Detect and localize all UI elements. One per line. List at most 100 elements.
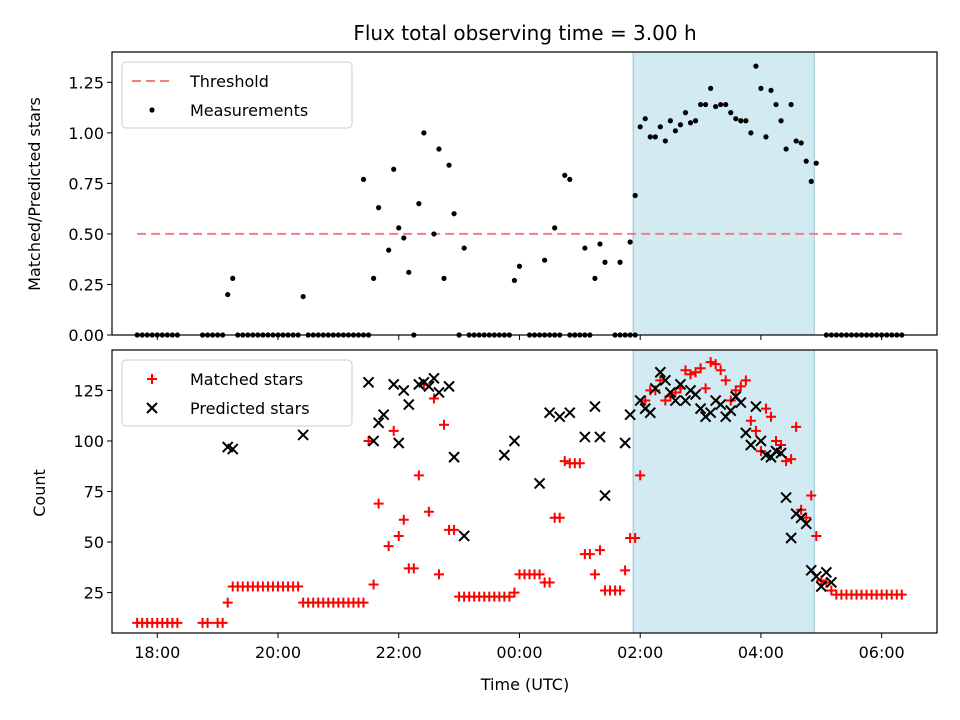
data-point	[624, 408, 636, 421]
data-point	[386, 247, 392, 253]
y-tick-label: 25	[84, 584, 104, 603]
data-point	[436, 146, 442, 152]
data-point	[780, 491, 792, 504]
data-point	[775, 447, 787, 459]
x-tick-label: 00:00	[496, 643, 542, 662]
legend-marker	[149, 107, 155, 113]
data-point	[509, 587, 520, 598]
data-point	[300, 293, 306, 300]
data-point	[740, 427, 752, 439]
y-tick-label: 1.25	[68, 73, 104, 92]
data-point	[446, 162, 452, 168]
data-point	[753, 63, 759, 69]
data-point	[826, 585, 837, 596]
data-point	[697, 101, 704, 108]
data-point	[695, 363, 706, 374]
legend-marker	[146, 402, 158, 414]
data-point	[813, 160, 819, 166]
data-point	[398, 514, 409, 525]
data-point	[615, 585, 626, 596]
data-point	[582, 245, 588, 251]
data-point	[642, 116, 648, 122]
data-point	[680, 365, 691, 376]
data-point	[293, 581, 304, 592]
data-point	[544, 577, 555, 588]
data-point	[689, 388, 702, 401]
y-tick-label: 0.75	[68, 174, 104, 193]
data-point	[428, 372, 440, 385]
data-point	[705, 357, 716, 368]
data-point	[372, 417, 385, 429]
data-point	[702, 101, 709, 108]
data-point	[692, 118, 699, 124]
data-point	[373, 498, 384, 509]
data-point	[592, 275, 598, 281]
data-point	[554, 410, 566, 423]
data-point	[552, 225, 558, 231]
axes-frame	[111, 51, 938, 336]
data-point	[748, 130, 754, 136]
data-point	[783, 146, 789, 152]
data-point	[433, 569, 444, 580]
data-point	[773, 101, 779, 108]
data-point	[640, 395, 651, 406]
y-tick-label: 50	[84, 533, 104, 552]
data-point	[433, 386, 445, 399]
data-point	[562, 172, 568, 178]
data-point	[634, 394, 646, 407]
data-point	[498, 449, 511, 461]
data-point	[755, 435, 767, 447]
data-point	[398, 384, 410, 397]
data-point	[694, 402, 707, 415]
data-point	[765, 411, 776, 422]
legend-box	[121, 61, 353, 129]
data-point	[542, 257, 548, 263]
x-tick-label: 06:00	[859, 643, 905, 662]
data-point	[669, 394, 682, 407]
data-point	[602, 259, 608, 265]
data-point	[617, 259, 623, 265]
data-point	[685, 369, 696, 380]
data-point	[815, 580, 828, 593]
data-point	[406, 269, 412, 275]
data-point	[776, 440, 787, 451]
data-point	[396, 225, 402, 231]
data-point	[730, 385, 741, 396]
data-point	[619, 437, 631, 449]
top-panel: 0.00 0.25 0.50 0.75 1.00 1.25 Threshold Measure…	[68, 51, 938, 345]
data-point	[393, 437, 405, 449]
data-point	[750, 425, 761, 436]
legend: Threshold Measurements	[121, 61, 353, 129]
data-point	[793, 138, 799, 144]
data-point	[564, 406, 576, 419]
x-tick-label: 02:00	[617, 643, 663, 662]
y-tick-label: 100	[73, 432, 104, 451]
data-point	[217, 617, 228, 628]
data-point	[740, 375, 751, 386]
data-point	[423, 506, 434, 517]
y-tick-label: 0.00	[68, 326, 104, 345]
data-point	[451, 211, 457, 217]
data-point	[690, 367, 701, 378]
data-point	[370, 275, 377, 281]
data-point	[368, 579, 379, 590]
data-point	[715, 365, 726, 376]
data-point	[589, 400, 601, 413]
series-matched-stars	[132, 357, 907, 628]
data-point	[554, 512, 565, 523]
data-point	[758, 85, 764, 91]
y-tick-label: 0.25	[68, 275, 104, 294]
data-point	[439, 419, 450, 430]
data-point	[360, 176, 367, 182]
data-point	[803, 158, 809, 164]
data-point	[778, 118, 784, 124]
data-point	[401, 235, 407, 241]
data-point	[589, 569, 600, 580]
data-point	[714, 398, 727, 411]
data-point	[594, 545, 605, 556]
data-point	[533, 477, 546, 490]
y-tick-label: 125	[73, 381, 104, 400]
data-point	[728, 110, 734, 116]
data-point	[786, 454, 797, 465]
data-point	[222, 597, 233, 608]
